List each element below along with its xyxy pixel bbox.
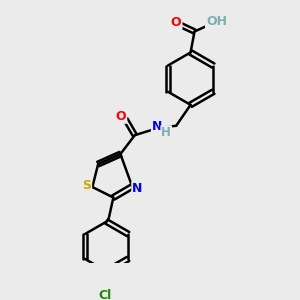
Text: O: O	[171, 16, 181, 28]
Text: Cl: Cl	[99, 290, 112, 300]
Text: N: N	[152, 120, 162, 133]
Text: N: N	[132, 182, 142, 195]
Text: H: H	[161, 126, 171, 139]
Text: S: S	[82, 179, 91, 193]
Text: OH: OH	[206, 15, 227, 28]
Text: O: O	[116, 110, 126, 123]
